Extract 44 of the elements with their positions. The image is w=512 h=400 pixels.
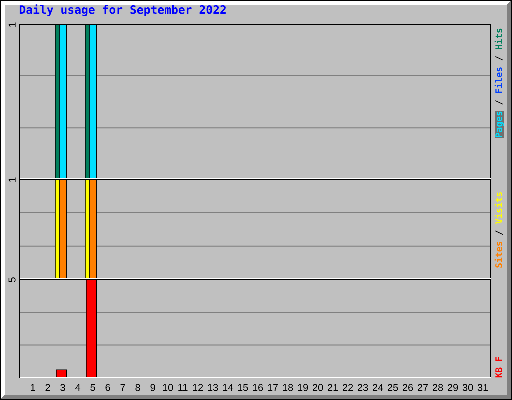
x-tick-label: 24 xyxy=(372,384,384,392)
x-tick-label: 18 xyxy=(283,384,294,392)
x-tick-label: 7 xyxy=(120,384,126,392)
x-tick-label: 23 xyxy=(358,384,368,392)
x-tick-label: 25 xyxy=(388,384,398,392)
y-tick-label: 5 xyxy=(8,278,16,282)
x-tick-label: 30 xyxy=(462,384,474,392)
text: Visits xyxy=(494,192,502,224)
x-tick-label: 31 xyxy=(478,384,488,392)
x-tick-label: 21 xyxy=(328,384,338,392)
chart-title: Daily usage for September 2022 xyxy=(20,4,226,16)
x-tick-label: 19 xyxy=(298,384,308,392)
text: Hits xyxy=(494,28,502,50)
text: Sites xyxy=(494,242,502,268)
x-tick-label: 28 xyxy=(432,384,444,392)
x-tick-label: 11 xyxy=(178,384,188,392)
x-tick-label: 20 xyxy=(312,384,324,392)
x-tick-label: 22 xyxy=(342,384,354,392)
y-tick-label: 1 xyxy=(8,22,16,28)
text: Pages xyxy=(496,112,504,138)
x-tick-label: 2 xyxy=(46,384,50,392)
x-tick-label: 6 xyxy=(106,384,110,392)
x-tick-label: 26 xyxy=(402,384,414,392)
x-tick-label: 4 xyxy=(76,384,81,392)
text: / xyxy=(496,56,504,61)
legend-label: Files xyxy=(494,68,502,94)
text: / xyxy=(496,230,504,236)
x-tick-label: 10 xyxy=(163,384,174,392)
x-tick-label: 29 xyxy=(448,384,458,392)
x-tick-label: 9 xyxy=(150,384,156,392)
x-tick-label: 13 xyxy=(208,384,218,392)
text: KB F xyxy=(496,357,502,378)
x-tick-label: 14 xyxy=(223,384,234,392)
x-tick-label: 3 xyxy=(60,384,66,392)
x-tick-label: 5 xyxy=(90,384,96,392)
x-tick-label: 12 xyxy=(193,384,204,392)
y-tick-label: 1 xyxy=(8,178,16,182)
x-tick-label: 15 xyxy=(238,384,248,392)
x-tick-label: 1 xyxy=(31,384,36,392)
x-tick-label: 16 xyxy=(253,384,264,392)
x-tick-label: 17 xyxy=(268,384,278,392)
text: / xyxy=(496,100,504,105)
x-tick-label: 27 xyxy=(418,384,428,392)
x-tick-label: 8 xyxy=(136,384,140,392)
